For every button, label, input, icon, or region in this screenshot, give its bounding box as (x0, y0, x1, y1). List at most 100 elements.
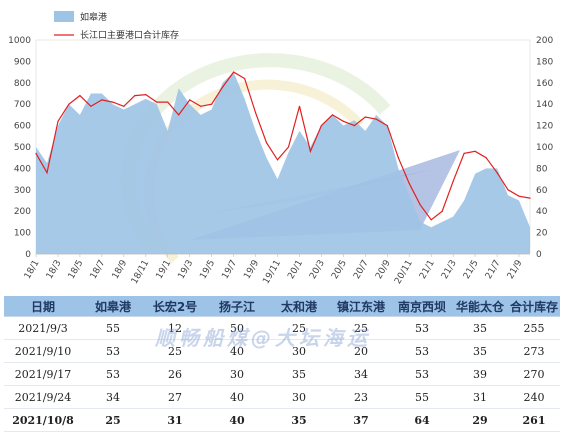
left-tick-label: 600 (14, 122, 31, 132)
left-tick-label: 300 (14, 186, 31, 196)
date-cell: 2021/9/17 (4, 362, 82, 386)
line-point (397, 157, 399, 159)
value-cell: 25 (144, 339, 206, 363)
x-tick-label: 19/9 (242, 258, 261, 281)
line-series-total-inventory (35, 71, 531, 221)
line-point (265, 142, 268, 144)
x-tick-label: 18/5 (67, 259, 86, 282)
line-point (364, 116, 366, 118)
value-cell: 40 (206, 385, 268, 409)
value-cell: 64 (392, 408, 452, 432)
value-cell: 39 (452, 362, 508, 386)
line-point (156, 101, 158, 103)
value-cell: 35 (268, 362, 330, 386)
x-tick-label: 21/3 (440, 259, 459, 282)
line-point (68, 103, 70, 105)
area-series-layer (36, 72, 530, 254)
value-cell: 270 (508, 362, 560, 386)
x-tick-label: 20/11 (393, 259, 415, 286)
line-point (101, 99, 103, 101)
left-tick-label: 1000 (8, 36, 31, 46)
x-tick-label: 20/5 (330, 259, 349, 282)
legend-label-line: 长江口主要港口合计库存 (80, 29, 179, 41)
right-tick-label: 100 (536, 143, 553, 153)
line-point (309, 150, 311, 152)
x-tick-label: 18/11 (130, 259, 152, 286)
x-tick-label: 18/3 (45, 259, 64, 282)
line-point (529, 197, 531, 199)
value-cell: 23 (330, 385, 392, 409)
column-header: 华能太仓 (452, 296, 508, 317)
line-point (211, 103, 213, 105)
line-point (320, 125, 322, 127)
table-row: 2021/9/10 53 25 40 30 20 53 35 273 (4, 339, 560, 363)
value-cell: 30 (268, 339, 330, 363)
value-cell: 40 (206, 408, 268, 432)
value-cell: 20 (330, 339, 392, 363)
value-cell: 37 (330, 408, 392, 432)
line-point (430, 219, 432, 221)
line-point (233, 71, 235, 73)
line-point (408, 182, 410, 184)
x-tick-label: 18/9 (111, 258, 130, 281)
value-cell: 55 (392, 385, 452, 409)
date-cell: 2021/9/3 (4, 316, 82, 340)
line-point (474, 150, 476, 152)
left-tick-label: 0 (25, 250, 31, 260)
right-tick-label: 40 (536, 207, 548, 217)
line-point (255, 112, 257, 114)
right-axis-ticks: 0 20 40 60 80 100 120 140 160 180 200 (536, 36, 553, 260)
line-point (518, 195, 520, 197)
x-tick-label: 21/7 (484, 258, 503, 281)
line-point (342, 120, 344, 122)
line-point (90, 105, 92, 107)
line-point (46, 172, 48, 174)
line-point (189, 99, 191, 101)
value-cell: 53 (392, 362, 452, 386)
column-header: 日期 (4, 296, 82, 317)
value-cell: 40 (206, 339, 268, 363)
column-header: 镇江东港 (330, 296, 392, 317)
value-cell: 255 (508, 316, 560, 340)
column-header: 南京西坝 (392, 296, 452, 317)
line-point (178, 114, 180, 116)
chart: 0 100 200 300 400 500 600 700 800 900 1000 0 20 40 60… (8, 11, 553, 286)
date-cell: 2021/9/24 (4, 385, 82, 409)
value-cell: 53 (392, 339, 452, 363)
value-cell: 31 (452, 385, 508, 409)
left-axis-ticks: 0 100 200 300 400 500 600 700 800 900 1000 (8, 36, 31, 260)
column-header: 如皋港 (82, 296, 144, 317)
x-tick-label: 21/5 (462, 259, 481, 282)
value-cell: 55 (82, 316, 144, 340)
left-tick-label: 800 (14, 79, 31, 89)
right-tick-label: 160 (536, 79, 553, 89)
line-point (452, 180, 454, 182)
line-point (298, 105, 301, 107)
line-point (222, 86, 224, 88)
x-tick-label: 20/9 (374, 258, 393, 281)
value-cell: 25 (330, 316, 392, 340)
value-cell: 31 (144, 408, 206, 432)
line-point (441, 210, 443, 212)
x-axis-ticks: 18/1 18/3 18/5 18/7 18/9 18/11 19/1 19/3 19/5 19/… (23, 254, 525, 286)
left-tick-label: 200 (14, 207, 31, 217)
line-point (112, 101, 114, 103)
value-cell: 25 (82, 408, 144, 432)
line-point (331, 114, 333, 116)
table-row: 2021/10/8 25 31 40 35 37 64 29 261 (4, 408, 560, 432)
line-point (463, 152, 465, 154)
value-cell: 34 (82, 385, 144, 409)
date-cell: 2021/10/8 (4, 408, 82, 432)
line-point (123, 105, 125, 107)
line-point (145, 94, 147, 96)
table-header-row: 日期 如皋港 长宏2号 扬子江 太和港 镇江东港 南京西坝 华能太仓 合计库存 (4, 296, 560, 317)
line-point (507, 189, 509, 191)
right-tick-label: 0 (536, 250, 542, 260)
value-cell: 35 (452, 339, 508, 363)
line-point (386, 125, 388, 127)
right-tick-label: 140 (536, 100, 553, 110)
column-header: 长宏2号 (144, 296, 206, 317)
x-tick-label: 20/1 (286, 259, 305, 282)
legend-swatch-area (54, 11, 74, 22)
right-tick-label: 180 (536, 57, 553, 67)
